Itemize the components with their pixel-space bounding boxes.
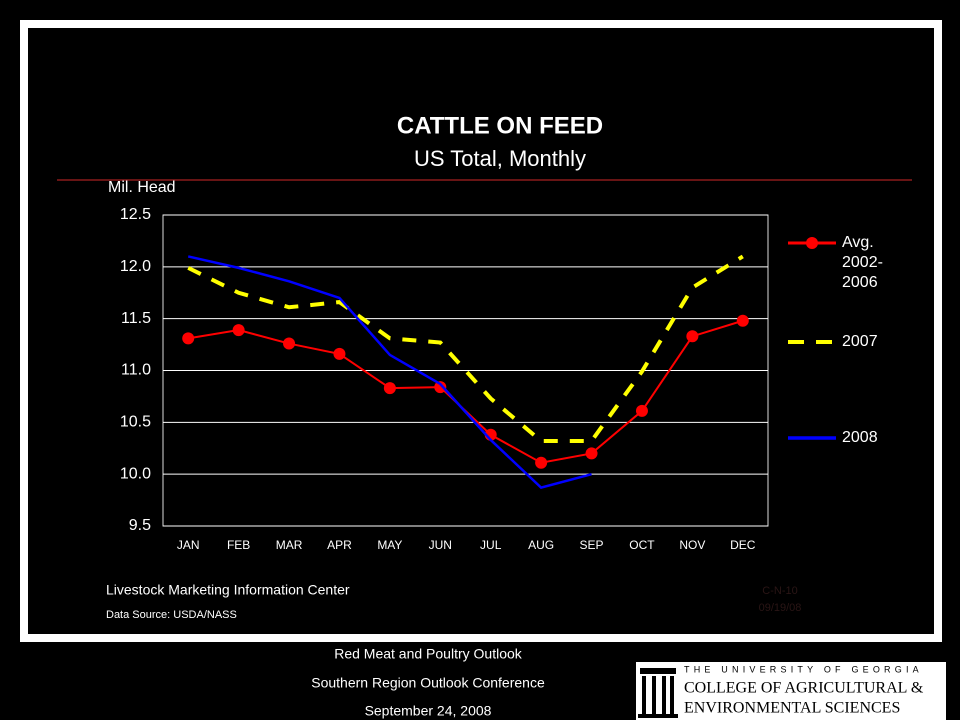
- logo-box: [636, 662, 946, 720]
- point: [333, 347, 346, 360]
- series-line: [187, 255, 592, 490]
- series: [187, 255, 592, 490]
- series: [182, 314, 749, 469]
- x-tick-label: APR: [327, 538, 352, 552]
- footer-line: Southern Region Outlook Conference: [311, 675, 545, 691]
- source: Livestock Marketing Information Center: [106, 582, 350, 598]
- code: C-N-10: [762, 585, 797, 597]
- data-source: Data Source: USDA/NASS: [106, 609, 237, 621]
- x-tick-label: JUL: [480, 538, 502, 552]
- x-tick-label: JAN: [177, 538, 200, 552]
- point: [686, 330, 699, 343]
- x-tick-label: DEC: [730, 538, 756, 552]
- y-tick-label: 11.5: [121, 310, 151, 327]
- legend-marker: [806, 237, 818, 249]
- logo-school: ENVIRONMENTAL SCIENCES: [684, 700, 900, 717]
- point: [434, 381, 447, 394]
- logo-university: THE UNIVERSITY OF GEORGIA: [684, 664, 923, 674]
- point: [736, 314, 749, 327]
- y-tick-label: 9.5: [129, 517, 151, 534]
- y-axis-label: Mil. Head: [108, 179, 176, 196]
- y-tick-label: 10.0: [120, 465, 151, 482]
- date: 09/19/08: [759, 602, 802, 614]
- point: [232, 324, 245, 337]
- chart-title: CATTLE ON FEED: [397, 112, 603, 139]
- legend-label: 2007: [842, 333, 878, 350]
- x-tick-label: FEB: [227, 538, 250, 552]
- point: [585, 447, 598, 460]
- point: [383, 382, 396, 395]
- footer-line: September 24, 2008: [365, 703, 492, 719]
- point: [283, 337, 296, 350]
- point: [535, 456, 548, 469]
- x-tick-label: AUG: [528, 538, 554, 552]
- x-tick-label: JUN: [429, 538, 452, 552]
- x-tick-label: OCT: [629, 538, 655, 552]
- x-tick-label: MAY: [377, 538, 402, 552]
- y-tick-label: 11.0: [121, 362, 151, 379]
- y-tick-label: 12.5: [120, 206, 151, 223]
- point: [635, 404, 648, 417]
- logo-arch: [638, 668, 678, 718]
- y-tick-label: 10.5: [120, 414, 151, 431]
- legend-label: Avg. 2002-2006: [842, 234, 883, 291]
- x-tick-label: MAR: [276, 538, 303, 552]
- y-tick-label: 12.0: [120, 258, 151, 275]
- x-tick-label: SEP: [580, 538, 604, 552]
- point: [182, 332, 195, 345]
- legend-label: 2008: [842, 429, 878, 446]
- logo: THE UNIVERSITY OF GEORGIA COLLEGE OF AGR…: [636, 662, 946, 720]
- chart-subtitle: US Total, Monthly: [414, 146, 586, 171]
- footer-line: Red Meat and Poultry Outlook: [334, 646, 523, 662]
- x-tick-label: NOV: [679, 538, 705, 552]
- logo-college: COLLEGE OF AGRICULTURAL &: [684, 680, 924, 697]
